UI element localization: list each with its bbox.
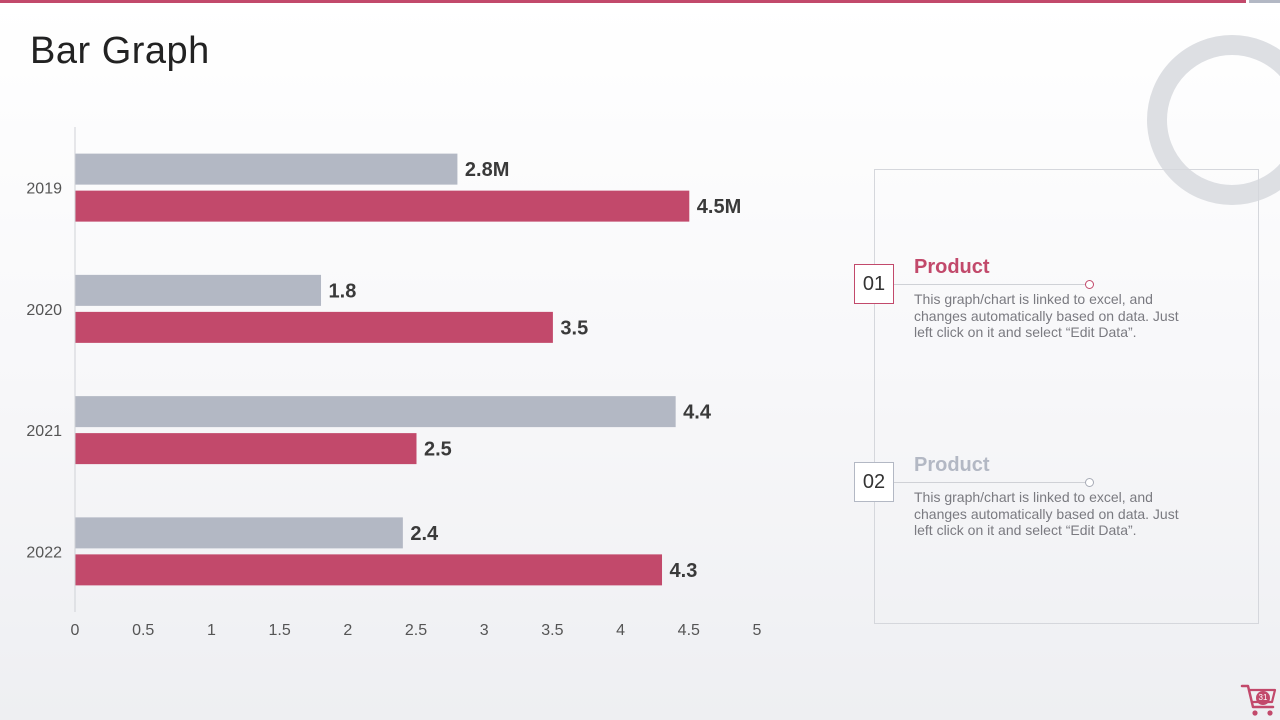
bar-chart[interactable]: 0 0.5 1 1.5 2 2.5 3 3.5 4 4.5 5 2019 2.8M 4.5M 2020 1.8… (0, 0, 840, 660)
legend-panel (874, 169, 1259, 624)
legend-title: Product (914, 256, 990, 278)
bar-value-label: 2.5 (424, 439, 452, 461)
y-category-label: 2019 (26, 181, 62, 198)
legend-item-product-01: 01 Product This graph/chart is linked to… (854, 256, 1254, 354)
x-tick-label: 3 (480, 622, 489, 639)
page-number: 31 (1256, 691, 1270, 705)
bar[interactable] (75, 433, 417, 465)
x-tick-label: 1.5 (268, 622, 290, 639)
legend-item-product-02: 02 Product This graph/chart is linked to… (854, 454, 1254, 552)
legend-number-badge: 02 (854, 462, 894, 502)
legend-connector-line (894, 482, 1085, 483)
x-tick-label: 4 (616, 622, 625, 639)
x-tick-label: 4.5 (678, 622, 700, 639)
bar-value-label: 2.4 (410, 523, 439, 545)
legend-connector-dot (1085, 280, 1094, 289)
x-tick-label: 5 (753, 622, 762, 639)
legend-number-badge: 01 (854, 264, 894, 304)
x-tick-label: 3.5 (541, 622, 563, 639)
y-category-label: 2022 (26, 544, 62, 561)
bar[interactable] (75, 396, 676, 428)
legend-title: Product (914, 454, 990, 476)
x-tick-label: 2.5 (405, 622, 427, 639)
y-category-label: 2021 (26, 423, 62, 440)
bar[interactable] (75, 517, 403, 549)
bar-value-label: 4.5M (697, 196, 741, 218)
bar-value-label: 1.8 (329, 280, 357, 302)
bar-value-label: 3.5 (560, 317, 588, 339)
bar-value-label: 2.8M (465, 159, 509, 181)
bar-value-label: 4.4 (683, 402, 712, 424)
legend-description: This graph/chart is linked to excel, and… (914, 489, 1179, 538)
bar[interactable] (75, 554, 663, 586)
page-title: Bar Graph (30, 30, 210, 72)
legend-connector-dot (1085, 478, 1094, 487)
x-tick-label: 0 (71, 622, 80, 639)
x-tick-label: 2 (343, 622, 352, 639)
bar-value-label: 4.3 (670, 560, 698, 582)
bar[interactable] (75, 274, 322, 306)
legend-connector-line (894, 284, 1085, 285)
x-tick-label: 1 (207, 622, 216, 639)
top-accent-bar (0, 0, 1246, 3)
bar[interactable] (75, 153, 458, 185)
bar[interactable] (75, 190, 690, 222)
y-category-label: 2020 (26, 302, 62, 319)
x-tick-label: 0.5 (132, 622, 154, 639)
top-accent-bar-end (1249, 0, 1280, 3)
bar[interactable] (75, 311, 553, 343)
legend-description: This graph/chart is linked to excel, and… (914, 291, 1179, 340)
